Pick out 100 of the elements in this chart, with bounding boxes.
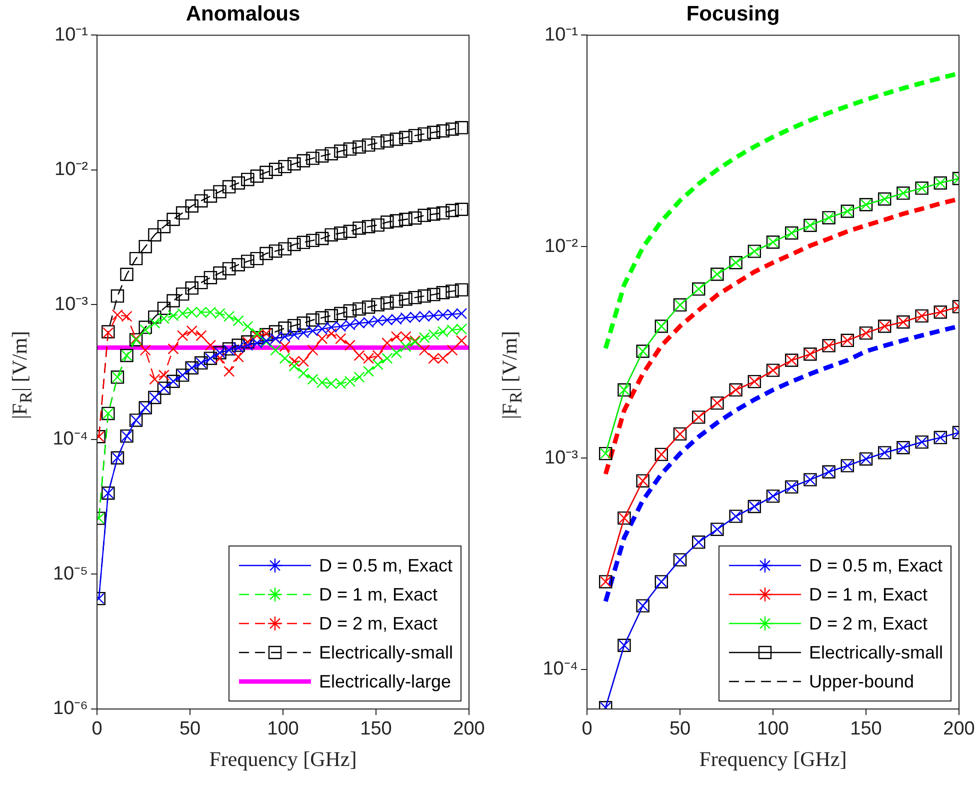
point xyxy=(363,352,374,364)
legend-label: Electrically-large xyxy=(318,671,452,692)
point xyxy=(428,352,440,364)
point xyxy=(436,206,450,220)
point xyxy=(456,323,468,335)
point xyxy=(446,122,459,136)
x-tick-label: 200 xyxy=(453,718,485,740)
legend-label: D = 0.5 m, Exact xyxy=(808,555,943,576)
point xyxy=(418,127,431,141)
x-axis-title: Frequency [GHz] xyxy=(209,746,357,771)
point xyxy=(250,170,264,183)
point xyxy=(316,323,328,335)
point xyxy=(224,366,235,377)
point xyxy=(372,358,384,370)
y-tick-label: 10⁻¹ xyxy=(544,24,578,46)
point xyxy=(446,308,458,320)
point xyxy=(194,194,208,208)
point xyxy=(454,202,468,216)
y-tick-label: 10⁻² xyxy=(54,159,88,180)
point xyxy=(298,356,310,367)
point xyxy=(408,290,422,304)
point xyxy=(316,333,328,344)
point xyxy=(279,352,290,364)
point xyxy=(268,244,282,258)
point xyxy=(354,350,365,362)
point xyxy=(437,326,449,338)
point xyxy=(158,370,170,381)
point xyxy=(186,325,198,336)
point xyxy=(363,316,374,328)
point xyxy=(371,218,384,232)
y-tick-label: 10⁻⁴ xyxy=(52,428,88,450)
point xyxy=(250,252,264,266)
point xyxy=(454,121,468,134)
point xyxy=(344,319,356,330)
point xyxy=(418,289,431,303)
point xyxy=(437,309,449,320)
y-tick-label: 10⁻⁵ xyxy=(52,563,88,584)
legend-label: D = 1 m, Exact xyxy=(318,584,438,604)
point xyxy=(232,176,245,190)
legend-label: Upper-bound xyxy=(808,671,914,692)
point xyxy=(268,325,282,338)
point xyxy=(316,376,328,388)
point xyxy=(288,356,300,367)
point xyxy=(410,312,421,323)
point xyxy=(372,350,384,362)
point xyxy=(437,352,449,364)
point xyxy=(120,268,134,281)
point xyxy=(157,302,171,315)
point xyxy=(408,128,422,142)
point xyxy=(390,214,404,228)
point xyxy=(418,208,431,222)
point xyxy=(454,283,468,296)
point xyxy=(242,340,254,351)
y-tick-label: 10⁻⁶ xyxy=(53,698,88,720)
point xyxy=(268,162,282,176)
point xyxy=(288,329,300,340)
point xyxy=(224,344,235,356)
point xyxy=(354,318,365,329)
point xyxy=(288,360,300,372)
point xyxy=(446,324,458,336)
point xyxy=(390,331,402,342)
point xyxy=(362,220,376,234)
point xyxy=(335,320,346,332)
legend-label: D = 2 m, Exact xyxy=(808,613,928,634)
point xyxy=(446,284,459,298)
point xyxy=(344,340,356,351)
point xyxy=(344,376,356,387)
point xyxy=(214,352,226,364)
chart-title: Anomalous xyxy=(186,2,300,26)
point xyxy=(334,226,348,240)
point xyxy=(129,252,143,266)
point xyxy=(307,344,318,356)
point xyxy=(399,292,412,306)
point xyxy=(213,185,226,198)
point xyxy=(307,374,318,385)
point xyxy=(306,313,320,327)
point xyxy=(232,338,245,352)
point xyxy=(222,342,236,356)
point xyxy=(382,314,393,326)
x-axis-title: Frequency [GHz] xyxy=(699,746,847,771)
point xyxy=(371,298,384,312)
x-tick-label: 200 xyxy=(943,718,975,740)
point xyxy=(270,344,282,356)
point xyxy=(232,258,245,272)
y-tick-label: 10⁻¹ xyxy=(54,24,88,46)
point xyxy=(352,302,366,316)
point xyxy=(456,335,468,346)
legend-label: D = 2 m, Exact xyxy=(318,613,438,634)
point xyxy=(186,306,198,318)
point xyxy=(288,238,301,252)
point xyxy=(138,240,152,254)
point xyxy=(204,270,218,284)
point xyxy=(436,124,450,138)
point xyxy=(251,337,263,349)
legend-label: D = 1 m, Exact xyxy=(808,584,928,604)
point xyxy=(177,308,188,320)
point xyxy=(296,154,310,168)
point xyxy=(315,149,329,163)
point xyxy=(177,330,188,342)
point xyxy=(168,310,179,322)
